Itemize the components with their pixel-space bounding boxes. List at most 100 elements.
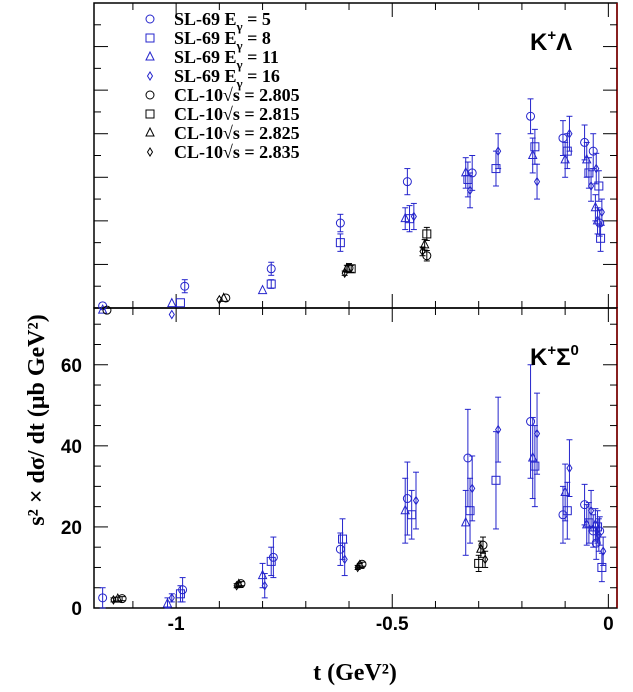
panel-label-bottom: K+Σ0 [530, 342, 579, 371]
legend-entry: CL-10√s = 2.805 [174, 85, 300, 105]
data-point-circle [588, 146, 598, 156]
legend-rest: √s = 2.805 [223, 85, 300, 105]
data-point-diamond [587, 181, 595, 191]
data-point-circle [526, 111, 536, 121]
data-point-circle [178, 585, 188, 595]
legend-label: CL-10 [174, 104, 223, 124]
data-point-diamond [482, 554, 489, 565]
legend-entry: CL-10√s = 2.825 [174, 123, 300, 143]
data-point-circle [595, 526, 605, 536]
legend-entry: SL-69 Eγ = 16 [174, 66, 280, 91]
legend-rest: √s = 2.825 [223, 123, 300, 143]
data-point-circle [102, 305, 112, 315]
data-point-square [474, 558, 484, 568]
data-point-circle [335, 218, 345, 228]
data-marks [97, 98, 607, 609]
panel-label-main: K [530, 344, 548, 371]
legend-rest: √s = 2.815 [223, 104, 300, 124]
legend-entry: CL-10√s = 2.815 [174, 104, 300, 124]
data-point-diamond [566, 463, 573, 474]
legend-label: CL-10 [174, 123, 223, 143]
data-point-triangle [112, 592, 123, 603]
data-point-diamond [412, 495, 420, 506]
data-point-square [594, 181, 604, 191]
legend-entry: CL-10√s = 2.835 [174, 142, 300, 162]
data-point-square [175, 298, 185, 308]
data-point-circle [98, 593, 108, 603]
data-point-circle [357, 559, 367, 569]
panel-label-main: K [530, 29, 548, 56]
y-tick-label: 20 [61, 518, 82, 539]
legend-marker-triangle [145, 126, 155, 137]
plot-frames [93, 2, 618, 609]
panel-label-top: K+Λ [530, 27, 572, 56]
legend-rest: = 8 [243, 28, 271, 48]
data-point-triangle [419, 238, 430, 249]
y-axis-title: s² × dσ/ dt (μb GeV²) [24, 314, 50, 525]
legend-sub: γ [236, 76, 243, 91]
data-point-circle [422, 251, 432, 261]
legend-sub: γ [236, 19, 243, 34]
data-point-circle [467, 168, 477, 178]
data-point-diamond [168, 309, 175, 320]
data-point-circle [402, 177, 412, 187]
data-point-triangle [460, 516, 471, 527]
legend-rest: = 5 [243, 9, 271, 29]
y-tick-label: 40 [61, 437, 82, 458]
x-axis-title: t (GeV²) [313, 660, 397, 686]
data-point-square [584, 168, 594, 178]
legend-rest: = 11 [243, 47, 279, 67]
legend-marker-diamond [146, 147, 154, 157]
data-point-triangle [166, 297, 177, 308]
data-point-triangle [590, 201, 601, 212]
x-tick-label: -1 [168, 614, 185, 635]
data-point-diamond [469, 483, 476, 494]
data-point-square [596, 233, 606, 243]
data-point-diamond [168, 592, 175, 603]
legend-entry: SL-69 Eγ = 11 [174, 47, 279, 72]
legend-label: SL-69 E [174, 28, 237, 48]
data-point-diamond [533, 176, 541, 187]
data-point-circle [268, 552, 278, 562]
legend-marker-diamond [146, 71, 154, 81]
data-point-circle [236, 579, 246, 589]
data-point-diamond [600, 546, 607, 557]
data-point-diamond [598, 207, 605, 218]
legend-marker-triangle [145, 50, 155, 61]
data-point-square [335, 238, 345, 248]
data-point-square [266, 279, 276, 289]
data-point-circle [117, 594, 127, 604]
x-tick-label: -0.5 [376, 614, 409, 635]
data-point-circle [478, 540, 488, 550]
legend-rest: = 16 [243, 66, 280, 86]
data-point-circle [221, 293, 231, 303]
data-point-square [491, 475, 501, 485]
x-tick-label: 0 [603, 614, 614, 635]
data-point-diamond [410, 211, 417, 222]
legend-entry: SL-69 Eγ = 5 [174, 9, 271, 34]
legend-entry: SL-69 Eγ = 8 [174, 28, 271, 53]
panel-label-after-sup: 0 [571, 342, 579, 359]
data-point-triangle [97, 304, 108, 314]
legend-label: CL-10 [174, 85, 223, 105]
data-point-square [346, 264, 356, 274]
labels: K+Λ K+Σ0 t (GeV²) s² × dσ/ dt (μb GeV²) [24, 27, 579, 686]
data-point-diamond [495, 146, 502, 157]
legend: SL-69 Eγ = 5SL-69 Eγ = 8SL-69 Eγ = 11SL-… [145, 9, 300, 162]
legend-label: SL-69 E [174, 47, 237, 67]
legend-marker-square [145, 33, 155, 43]
legend-rest: √s = 2.835 [223, 142, 300, 162]
y-tick-label: 0 [71, 599, 82, 620]
data-point-triangle [257, 284, 268, 295]
data-point-square [562, 506, 572, 516]
data-point-square [465, 506, 475, 516]
legend-marker-circle [145, 14, 155, 24]
legend-sub: γ [236, 57, 243, 72]
data-point-circle [180, 281, 190, 291]
panel-label-after: Σ [556, 344, 570, 371]
data-point-diamond [341, 554, 348, 565]
data-point-triangle [162, 597, 173, 608]
data-point-diamond [495, 424, 502, 435]
legend-label: SL-69 E [174, 66, 237, 86]
y-tick-label: 60 [61, 356, 82, 377]
